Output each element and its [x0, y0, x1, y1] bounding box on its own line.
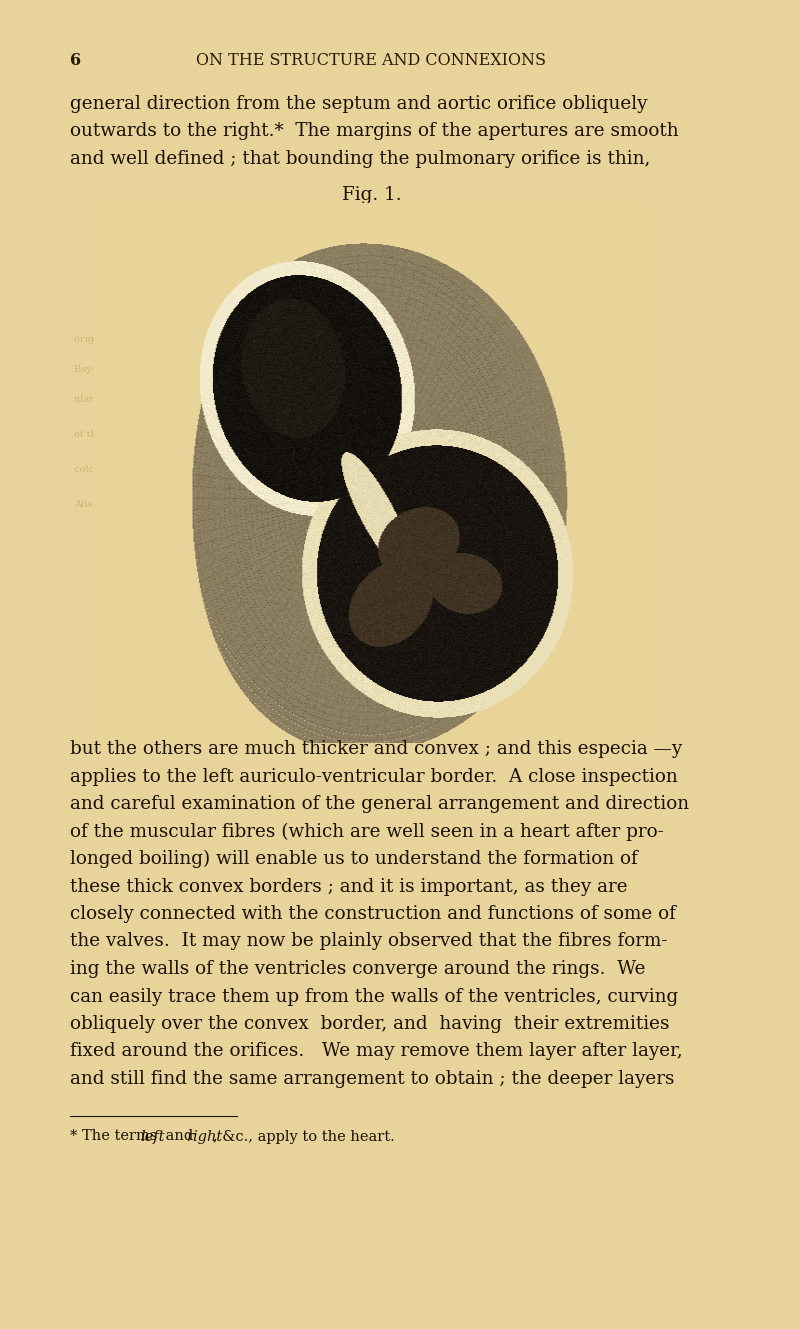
Text: ventricular—will see the shape and thickness: ventricular—will see the shape and thick… [420, 304, 650, 314]
Text: and 5. Shewing its convexity, the: and 5. Shewing its convexity, the [483, 440, 650, 449]
Text: * The terms: * The terms [70, 1130, 162, 1143]
Text: closely connected with the construction and functions of some of: closely connected with the construction … [70, 905, 675, 924]
Text: Fig. 1.: Fig. 1. [342, 186, 401, 203]
Text: fixed around the orifices.   We may remove them layer after layer,: fixed around the orifices. We may remove… [70, 1042, 682, 1061]
Text: and well defined ; that bounding the pulmonary orifice is thin,: and well defined ; that bounding the pul… [70, 150, 650, 167]
Text: obliquely over the convex  border, and  having  their extremities: obliquely over the convex border, and ha… [70, 1015, 669, 1033]
Text: colour colour of the rings to justify (the: colour colour of the rings to justify (t… [74, 465, 270, 474]
Text: applies to the left auriculo-ventricular border.  A close inspection: applies to the left auriculo-ventricular… [70, 768, 678, 785]
Text: , &c., apply to the heart.: , &c., apply to the heart. [213, 1130, 394, 1143]
Text: left: left [140, 1130, 165, 1143]
Text: ing the walls of the ventricles converge around the rings.  We: ing the walls of the ventricles converge… [70, 960, 645, 978]
Text: of these borders considerably at different: of these borders considerably at differe… [438, 335, 650, 344]
Text: and still find the same arrangement to obtain ; the deeper layers: and still find the same arrangement to o… [70, 1070, 674, 1088]
Text: origin to the ventricles: origin to the ventricles [74, 335, 187, 344]
Text: rings, connected: rings, connected [565, 545, 650, 554]
Text: and careful examination of the general arrangement and direction: and careful examination of the general a… [70, 795, 689, 813]
Text: outwards to the right.*  The margins of the apertures are smooth: outwards to the right.* The margins of t… [70, 122, 678, 141]
Text: and: and [161, 1130, 198, 1143]
Text: can easily trace them up from the walls of the ventricles, curving: can easily trace them up from the walls … [70, 987, 678, 1006]
Text: 6: 6 [70, 52, 81, 69]
Text: Increased thus as, the shape of left auriculo-: Increased thus as, the shape of left aur… [423, 278, 650, 287]
Text: parts of the orifices, in some situations, as: parts of the orifices, in some situation… [434, 369, 650, 379]
Text: but the others are much thicker and convex ; and this especia —y: but the others are much thicker and conv… [70, 740, 682, 758]
Text: * As firm: * As firm [605, 510, 650, 520]
Text: direction of the fibres and the heart,: direction of the fibres and the heart, [464, 474, 650, 484]
Text: ular circumference: ular circumference [74, 395, 169, 404]
Text: longed boiling) will enable us to understand the formation of: longed boiling) will enable us to unders… [70, 851, 638, 868]
Text: particular valves, afford: particular valves, afford [528, 615, 650, 625]
Text: of the muscular fibres (which are well seen in a heart after pro-: of the muscular fibres (which are well s… [70, 823, 663, 841]
Text: the valves.  It may now be plainly observed that the fibres form-: the valves. It may now be plainly observ… [70, 933, 667, 950]
Text: Bsyond the auriculo-ventr-: Bsyond the auriculo-ventr- [74, 365, 206, 373]
Text: borders — A farther account of some portion of the orifices: borders — A farther account of some port… [349, 250, 650, 259]
Text: Afisl.   . it of: Afisl. . it of [74, 500, 134, 509]
Text: general direction from the septum and aortic orifice obliquely: general direction from the septum and ao… [70, 94, 647, 113]
Text: of the rings, a singular: of the rings, a singular [74, 431, 187, 439]
Text: these thick convex borders ; and it is important, as they are: these thick convex borders ; and it is i… [70, 877, 627, 896]
Text: with the points of: with the points of [561, 579, 650, 589]
Text: right: right [186, 1130, 223, 1143]
Text: ON THE STRUCTURE AND CONNEXIONS: ON THE STRUCTURE AND CONNEXIONS [196, 52, 546, 69]
Text: around the margin of the mitral (left) (figs.: around the margin of the mitral (left) (… [432, 405, 650, 415]
Text: but and right, the borders of the: but and right, the borders of the [485, 221, 650, 229]
